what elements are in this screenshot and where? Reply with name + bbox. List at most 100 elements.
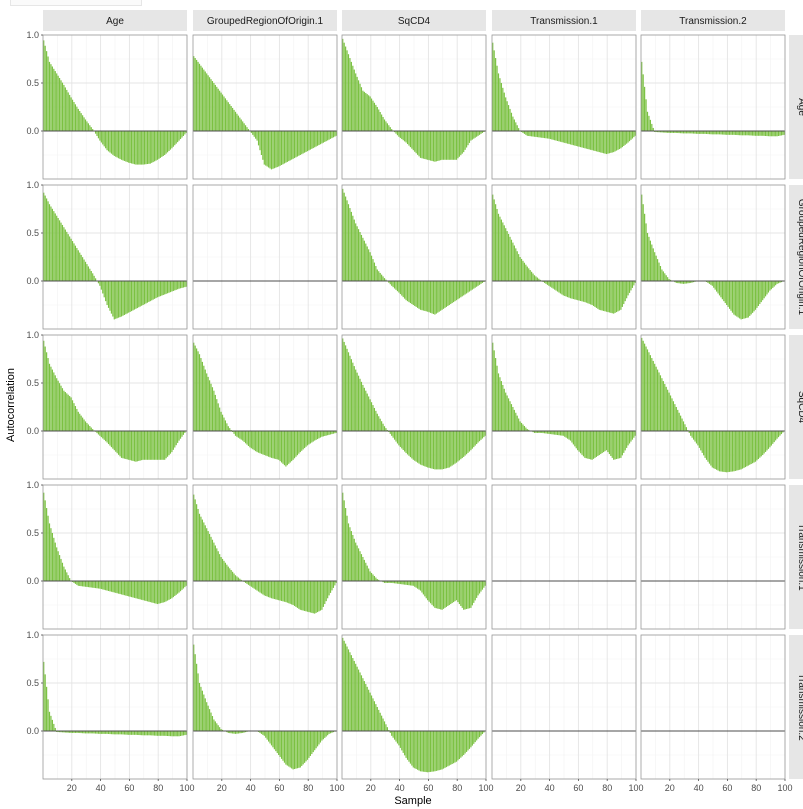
bar: [545, 131, 547, 139]
bar: [132, 131, 134, 164]
bar: [329, 431, 332, 435]
bar: [381, 114, 383, 131]
bar: [298, 581, 300, 609]
bar: [175, 281, 177, 290]
bar: [714, 431, 716, 470]
bar: [641, 337, 643, 431]
bar: [240, 119, 242, 131]
bar: [398, 581, 400, 584]
bar: [50, 715, 52, 731]
bar: [70, 97, 72, 131]
bar: [471, 731, 473, 746]
bar: [754, 281, 757, 310]
bar: [279, 731, 281, 757]
bar: [528, 268, 530, 281]
bar: [286, 731, 288, 766]
bar: [723, 131, 725, 135]
bar: [460, 731, 462, 758]
bar: [749, 131, 751, 136]
bar: [548, 281, 550, 286]
bar: [724, 281, 726, 304]
bar: [620, 431, 622, 458]
bar: [767, 131, 770, 137]
bar: [324, 431, 326, 436]
bar: [631, 131, 634, 139]
bar: [453, 731, 455, 764]
bar: [141, 731, 143, 736]
bar: [146, 731, 149, 736]
bar: [579, 281, 582, 301]
bar: [366, 246, 368, 281]
bar: [148, 581, 150, 602]
bar: [474, 431, 476, 446]
bar: [559, 281, 562, 294]
browser-tab[interactable]: [10, 0, 142, 6]
bar: [311, 431, 313, 443]
bar: [536, 131, 538, 138]
bar: [718, 281, 721, 296]
bar: [314, 731, 316, 751]
bar: [565, 431, 567, 438]
bar: [87, 266, 89, 281]
bar: [705, 131, 708, 134]
bar: [327, 131, 329, 141]
bar: [250, 131, 252, 133]
bar: [181, 431, 183, 437]
bar: [572, 431, 574, 445]
bar: [328, 131, 330, 140]
bar: [414, 731, 416, 769]
bar: [418, 431, 420, 464]
bar: [280, 431, 283, 463]
bar: [221, 414, 224, 431]
bar: [493, 199, 495, 281]
bar: [690, 431, 692, 436]
bar: [268, 731, 270, 742]
bar: [608, 281, 610, 313]
bar: [352, 65, 354, 131]
bar: [595, 281, 598, 308]
bar: [162, 281, 164, 296]
bar: [70, 731, 72, 733]
bar: [296, 131, 299, 157]
bar: [605, 281, 608, 312]
bar: [276, 581, 278, 600]
bar: [373, 576, 376, 581]
bar: [177, 131, 179, 143]
bar: [668, 279, 670, 281]
panel-border: [42, 34, 188, 180]
bar: [428, 131, 430, 161]
bar: [457, 581, 459, 603]
bar: [421, 131, 423, 159]
bar: [305, 731, 307, 762]
bar: [378, 579, 380, 581]
bar: [110, 131, 113, 154]
bar: [237, 431, 239, 438]
bar: [582, 431, 585, 457]
bar: [435, 731, 437, 771]
bar: [306, 731, 309, 760]
bar: [138, 281, 140, 308]
bar: [265, 431, 267, 456]
bar: [432, 131, 435, 162]
bar: [713, 131, 715, 135]
bar: [174, 431, 176, 448]
bar: [726, 281, 728, 305]
bar: [634, 431, 636, 436]
bar: [178, 581, 180, 593]
row-strip-bg: [789, 635, 803, 779]
panel-transmission-2-sqcd4: 20 40 60 80 100: [341, 634, 494, 793]
bar: [499, 216, 501, 281]
bar: [165, 131, 167, 154]
bar: [747, 281, 749, 318]
bar: [398, 281, 400, 293]
bar: [556, 131, 559, 141]
bar: [437, 281, 439, 313]
bar: [177, 731, 179, 737]
bar: [628, 281, 631, 293]
bar: [299, 131, 301, 155]
bar: [50, 366, 52, 431]
bar: [357, 375, 360, 431]
bar: [746, 131, 748, 136]
bar: [324, 131, 326, 142]
bar: [169, 431, 172, 454]
